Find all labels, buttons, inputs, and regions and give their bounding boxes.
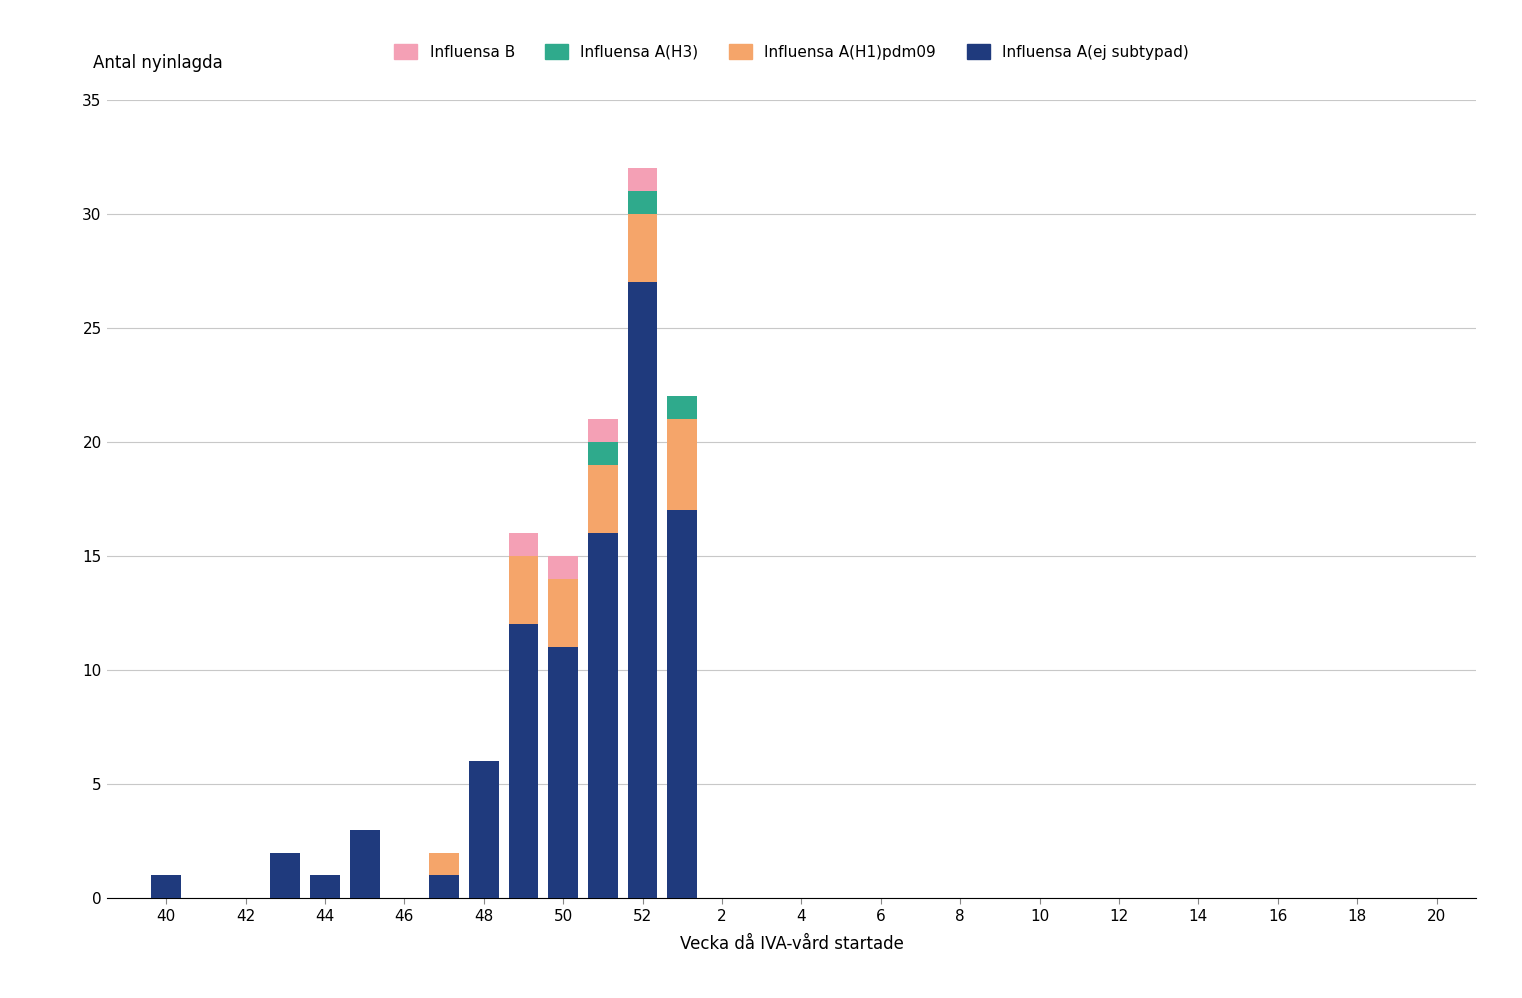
Bar [548, 579, 578, 648]
Bar [310, 875, 339, 898]
Bar [587, 419, 618, 442]
Text: Antal nyinlagda: Antal nyinlagda [93, 54, 222, 72]
Bar [469, 761, 499, 898]
Bar [627, 282, 658, 898]
Bar [587, 465, 618, 533]
Bar [548, 648, 578, 898]
Bar [350, 829, 379, 898]
X-axis label: Vecka då IVA-vård startade: Vecka då IVA-vård startade [679, 935, 904, 953]
Bar [429, 875, 460, 898]
Bar [587, 533, 618, 898]
Bar [667, 396, 697, 419]
Bar [508, 556, 539, 625]
Bar [627, 214, 658, 282]
Bar [627, 169, 658, 191]
Bar [627, 191, 658, 214]
Bar [271, 852, 300, 898]
Bar [587, 442, 618, 465]
Bar [151, 875, 181, 898]
Bar [667, 510, 697, 898]
Bar [667, 419, 697, 510]
Bar [508, 533, 539, 556]
Bar [429, 852, 460, 875]
Legend: Influensa B, Influensa A(H3), Influensa A(H1)pdm09, Influensa A(ej subtypad): Influensa B, Influensa A(H3), Influensa … [394, 44, 1189, 60]
Bar [548, 556, 578, 579]
Bar [508, 625, 539, 898]
